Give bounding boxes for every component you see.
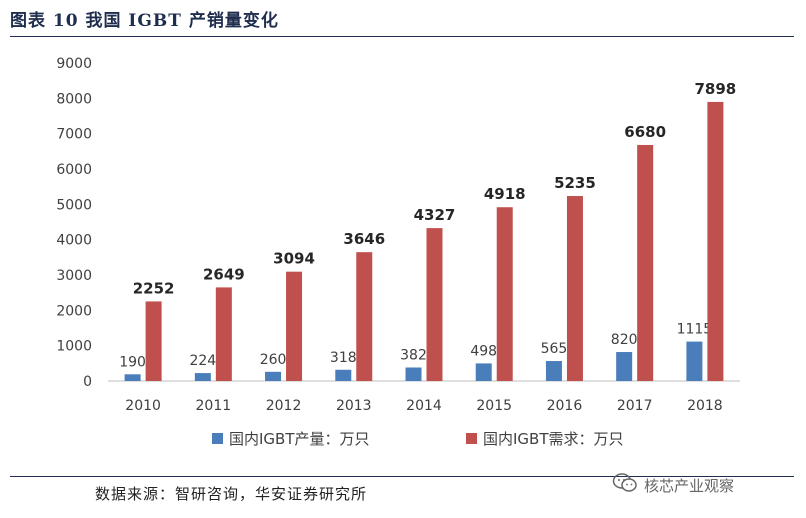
legend-label: 国内IGBT产量：万只 (229, 430, 370, 448)
data-label-demand: 4327 (414, 206, 456, 224)
data-label-production: 1115 (677, 322, 713, 338)
data-label-production: 382 (400, 348, 427, 364)
y-tick-label: 1000 (56, 339, 92, 355)
bar-production (616, 352, 633, 381)
data-label-production: 224 (189, 353, 216, 369)
y-tick-label: 8000 (56, 91, 92, 107)
y-tick-label: 7000 (56, 127, 92, 143)
data-label-demand: 2252 (133, 279, 175, 297)
y-tick-label: 2000 (56, 303, 92, 319)
legend-swatch (466, 433, 477, 444)
y-tick-label: 6000 (56, 162, 92, 178)
data-label-production: 820 (611, 332, 638, 348)
data-label-production: 565 (541, 341, 568, 357)
bar-production (124, 374, 141, 381)
bar-demand (637, 144, 654, 381)
watermark-text: 核芯产业观察 (644, 476, 735, 495)
wechat-icon (612, 472, 638, 498)
x-tick-label: 2012 (266, 398, 302, 414)
bar-demand (426, 228, 443, 381)
data-label-demand: 5235 (554, 174, 596, 192)
x-tick-label: 2016 (547, 398, 583, 414)
y-tick-label: 5000 (56, 197, 92, 213)
bar-production (475, 363, 492, 381)
data-label-production: 190 (119, 354, 146, 370)
y-tick-label: 9000 (56, 56, 92, 72)
data-label-demand: 7898 (695, 80, 737, 98)
bar-production (545, 361, 562, 381)
figure-title: 图表 10 我国 IGBT 产销量变化 (10, 11, 279, 31)
bar-chart: 0 1000 2000 3000 4000 5000 6000 7000 8000 9000 190… (56, 56, 740, 448)
data-label-production: 260 (260, 352, 287, 368)
x-tick-label: 2014 (406, 398, 442, 414)
y-tick-label: 4000 (56, 233, 92, 249)
data-label-demand: 4918 (484, 185, 526, 203)
x-tick-label: 2011 (196, 398, 232, 414)
bar-production (686, 341, 703, 381)
x-tick-label: 2017 (617, 398, 653, 414)
y-tick-label: 3000 (56, 268, 92, 284)
title-rule (10, 36, 794, 37)
bar-production (405, 367, 422, 381)
data-label-production: 498 (470, 343, 497, 359)
x-tick-label: 2015 (476, 398, 512, 414)
bar-demand (356, 252, 373, 381)
watermark: 核芯产业观察 (612, 472, 734, 498)
x-tick-label: 2018 (687, 398, 723, 414)
bar-demand (145, 301, 162, 381)
legend-label: 国内IGBT需求：万只 (483, 430, 624, 448)
legend-swatch (212, 433, 223, 444)
bar-demand (707, 101, 724, 382)
bar-demand (215, 287, 232, 381)
bar-production (265, 371, 282, 381)
x-tick-label: 2010 (125, 398, 161, 414)
bar-demand (286, 271, 303, 381)
y-tick-label: 0 (83, 374, 92, 390)
data-label-demand: 6680 (624, 123, 666, 141)
source-note: 数据来源：智研咨询，华安证券研究所 (95, 485, 368, 503)
data-label-demand: 3094 (273, 250, 315, 268)
data-label-demand: 3646 (343, 230, 385, 248)
bar-production (335, 369, 352, 381)
data-label-production: 318 (330, 350, 357, 366)
bar-demand (496, 207, 513, 381)
footer-rule (10, 476, 794, 477)
bar-demand (566, 196, 583, 381)
data-label-demand: 2649 (203, 265, 245, 283)
bar-production (194, 373, 211, 381)
x-tick-label: 2013 (336, 398, 372, 414)
